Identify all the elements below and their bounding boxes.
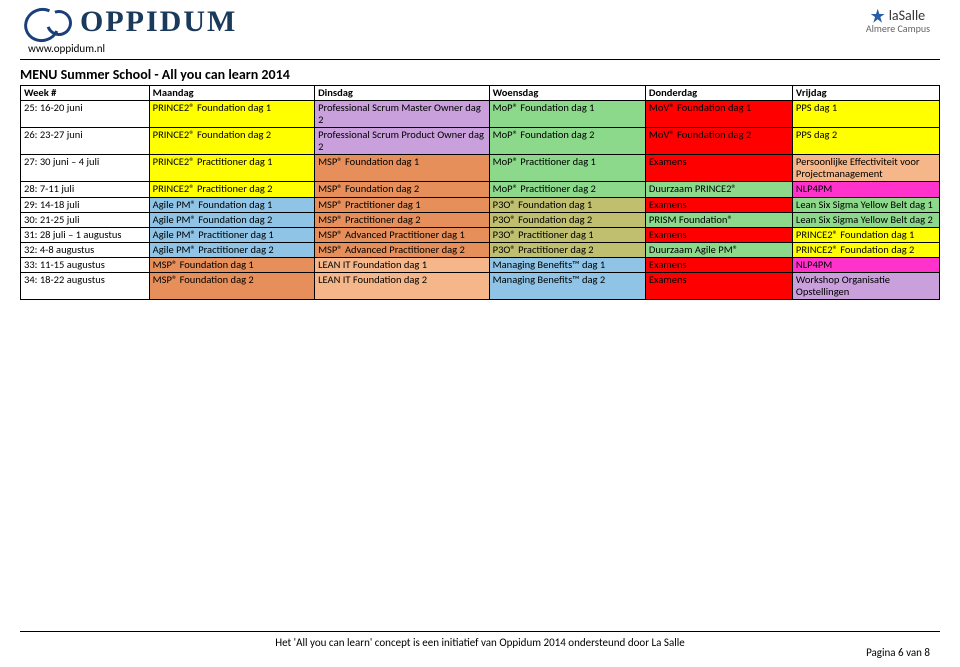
week-cell: 28: 7-11 juli [21,182,150,197]
col-header: Maandag [149,86,314,101]
table-row: 32: 4-8 augustusAgile PM® Practitioner d… [21,242,940,257]
schedule-cell: P3O® Foundation dag 2 [489,212,645,227]
table-row: 26: 23-27 juniPRINCE2® Foundation dag 2P… [21,128,940,155]
week-cell: 32: 4-8 augustus [21,242,150,257]
schedule-cell: P3O® Practitioner dag 2 [489,242,645,257]
schedule-cell: Duurzaam PRINCE2® [645,182,792,197]
schedule-cell: MSP® Foundation dag 1 [315,155,490,182]
schedule-cell: NLP4PM [792,182,939,197]
schedule-cell: PPS dag 2 [792,128,939,155]
schedule-cell: MoP® Foundation dag 1 [489,101,645,128]
schedule-cell: MSP® Practitioner dag 2 [315,212,490,227]
site-url: www.oppidum.nl [28,42,105,55]
schedule-cell: NLP4PM [792,257,939,272]
table-row: 31: 28 juli – 1 augustusAgile PM® Practi… [21,227,940,242]
schedule-cell: MoP® Practitioner dag 2 [489,182,645,197]
schedule-cell: LEAN IT Foundation dag 1 [315,257,490,272]
content: MENU Summer School - All you can learn 2… [0,66,960,300]
schedule-cell: MSP® Advanced Practitioner dag 1 [315,227,490,242]
table-row: 30: 21-25 juliAgile PM® Foundation dag 2… [21,212,940,227]
schedule-cell: Professional Scrum Product Owner dag 2 [315,128,490,155]
col-header: Woensdag [489,86,645,101]
schedule-cell: Examens [645,227,792,242]
schedule-cell: PRINCE2® Foundation dag 1 [792,227,939,242]
table-row: 33: 11-15 augustusMSP® Foundation dag 1L… [21,257,940,272]
schedule-cell: Workshop Organisatie Opstellingen [792,272,939,299]
footer-divider [20,631,940,632]
col-header: Vrijdag [792,86,939,101]
oppidum-wordmark: OPPIDUM [80,5,237,39]
schedule-cell: Agile PM® Foundation dag 1 [149,197,314,212]
schedule-cell: MoP® Practitioner dag 1 [489,155,645,182]
lasalle-sub: Almere Campus [866,23,930,34]
schedule-cell: MSP® Foundation dag 1 [149,257,314,272]
schedule-cell: MSP® Foundation dag 2 [315,182,490,197]
schedule-cell: MSP® Advanced Practitioner dag 2 [315,242,490,257]
schedule-cell: Persoonlijke Effectiviteit voor Projectm… [792,155,939,182]
schedule-cell: Managing Benefits™ dag 2 [489,272,645,299]
schedule-cell: Agile PM® Foundation dag 2 [149,212,314,227]
schedule-cell: PRISM Foundation® [645,212,792,227]
schedule-cell: MoV® Foundation dag 1 [645,101,792,128]
table-row: 28: 7-11 juliPRINCE2® Practitioner dag 2… [21,182,940,197]
week-cell: 34: 18-22 augustus [21,272,150,299]
header: OPPIDUM www.oppidum.nl laSalle Almere Ca… [0,0,960,55]
schedule-cell: PRINCE2® Foundation dag 2 [149,128,314,155]
table-row: 27: 30 juni – 4 juliPRINCE2® Practitione… [21,155,940,182]
schedule-cell: PRINCE2® Foundation dag 1 [149,101,314,128]
week-cell: 26: 23-27 juni [21,128,150,155]
page-number: Pagina 6 van 8 [866,646,930,659]
schedule-cell: Lean Six Sigma Yellow Belt dag 2 [792,212,939,227]
schedule-cell: P3O® Foundation dag 1 [489,197,645,212]
schedule-cell: Examens [645,197,792,212]
table-row: 34: 18-22 augustusMSP® Foundation dag 2L… [21,272,940,299]
logo-block-left: OPPIDUM www.oppidum.nl [20,0,237,55]
week-cell: 33: 11-15 augustus [21,257,150,272]
lasalle-name: laSalle [889,8,925,23]
oppidum-swirl-icon [20,4,74,40]
col-header: Week # [21,86,150,101]
schedule-cell: MSP® Foundation dag 2 [149,272,314,299]
schedule-cell: Managing Benefits™ dag 1 [489,257,645,272]
schedule-cell: Examens [645,257,792,272]
table-row: 29: 14-18 juliAgile PM® Foundation dag 1… [21,197,940,212]
footer: Het 'All you can learn' concept is een i… [0,631,960,649]
table-row: 25: 16-20 juniPRINCE2® Foundation dag 1P… [21,101,940,128]
header-divider [20,59,940,60]
schedule-cell: PRINCE2® Practitioner dag 2 [149,182,314,197]
lasalle-logo-block: laSalle Almere Campus [866,8,930,34]
schedule-table: Week #MaandagDinsdagWoensdagDonderdagVri… [20,85,940,300]
schedule-cell: P3O® Practitioner dag 1 [489,227,645,242]
schedule-cell: MSP® Practitioner dag 1 [315,197,490,212]
week-cell: 30: 21-25 juli [21,212,150,227]
footer-text: Het 'All you can learn' concept is een i… [275,636,685,649]
schedule-cell: Professional Scrum Master Owner dag 2 [315,101,490,128]
oppidum-logo: OPPIDUM [20,4,237,40]
page-title: MENU Summer School - All you can learn 2… [20,66,940,83]
week-cell: 25: 16-20 juni [21,101,150,128]
week-cell: 31: 28 juli – 1 augustus [21,227,150,242]
col-header: Donderdag [645,86,792,101]
schedule-cell: MoV® Foundation dag 2 [645,128,792,155]
schedule-cell: Agile PM® Practitioner dag 2 [149,242,314,257]
week-cell: 29: 14-18 juli [21,197,150,212]
schedule-cell: LEAN IT Foundation dag 2 [315,272,490,299]
col-header: Dinsdag [315,86,490,101]
schedule-cell: Duurzaam Agile PM® [645,242,792,257]
schedule-cell: Examens [645,155,792,182]
week-cell: 27: 30 juni – 4 juli [21,155,150,182]
schedule-cell: Lean Six Sigma Yellow Belt dag 1 [792,197,939,212]
schedule-cell: PPS dag 1 [792,101,939,128]
schedule-cell: PRINCE2® Foundation dag 2 [792,242,939,257]
schedule-cell: Agile PM® Practitioner dag 1 [149,227,314,242]
star-icon [871,9,885,23]
schedule-cell: MoP® Foundation dag 2 [489,128,645,155]
page: OPPIDUM www.oppidum.nl laSalle Almere Ca… [0,0,960,667]
schedule-cell: Examens [645,272,792,299]
schedule-cell: PRINCE2® Practitioner dag 1 [149,155,314,182]
